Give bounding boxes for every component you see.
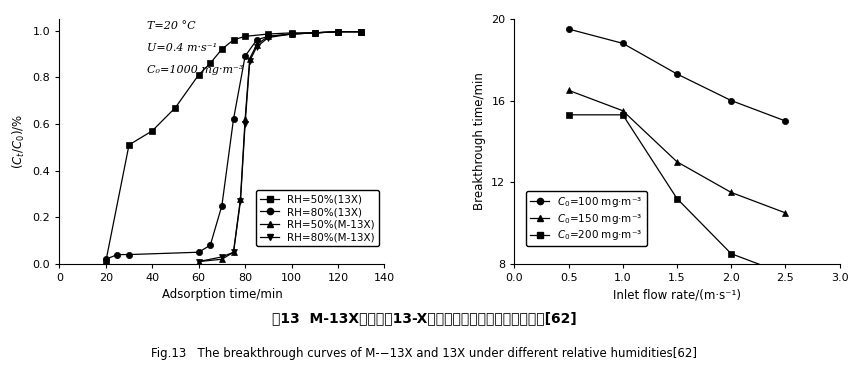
Text: T=20 °C: T=20 °C bbox=[148, 21, 196, 31]
Y-axis label: Breakthrough time/min: Breakthrough time/min bbox=[472, 72, 486, 210]
Text: C₀=1000 mg·m⁻³: C₀=1000 mg·m⁻³ bbox=[148, 66, 243, 75]
Y-axis label: $(C_t/C_0)$/%: $(C_t/C_0)$/% bbox=[11, 114, 27, 169]
Legend: $C_0$=100 mg·m⁻³, $C_0$=150 mg·m⁻³, $C_0$=200 mg·m⁻³: $C_0$=100 mg·m⁻³, $C_0$=150 mg·m⁻³, $C_0… bbox=[526, 191, 647, 247]
X-axis label: Adsorption time/min: Adsorption time/min bbox=[161, 288, 282, 302]
Text: 图13  M-13X分子筛与13-X分子筛在不同湿度下的穿透曲线[62]: 图13 M-13X分子筛与13-X分子筛在不同湿度下的穿透曲线[62] bbox=[271, 311, 577, 326]
Text: Fig.13   The breakthrough curves of M-−13X and 13X under different relative humi: Fig.13 The breakthrough curves of M-−13X… bbox=[151, 347, 697, 360]
Text: U=0.4 m·s⁻¹: U=0.4 m·s⁻¹ bbox=[148, 43, 217, 54]
Legend: RH=50%(13X), RH=80%(13X), RH=50%(M-13X), RH=80%(M-13X): RH=50%(13X), RH=80%(13X), RH=50%(M-13X),… bbox=[256, 190, 379, 247]
X-axis label: Inlet flow rate/(m·s⁻¹): Inlet flow rate/(m·s⁻¹) bbox=[613, 288, 741, 302]
